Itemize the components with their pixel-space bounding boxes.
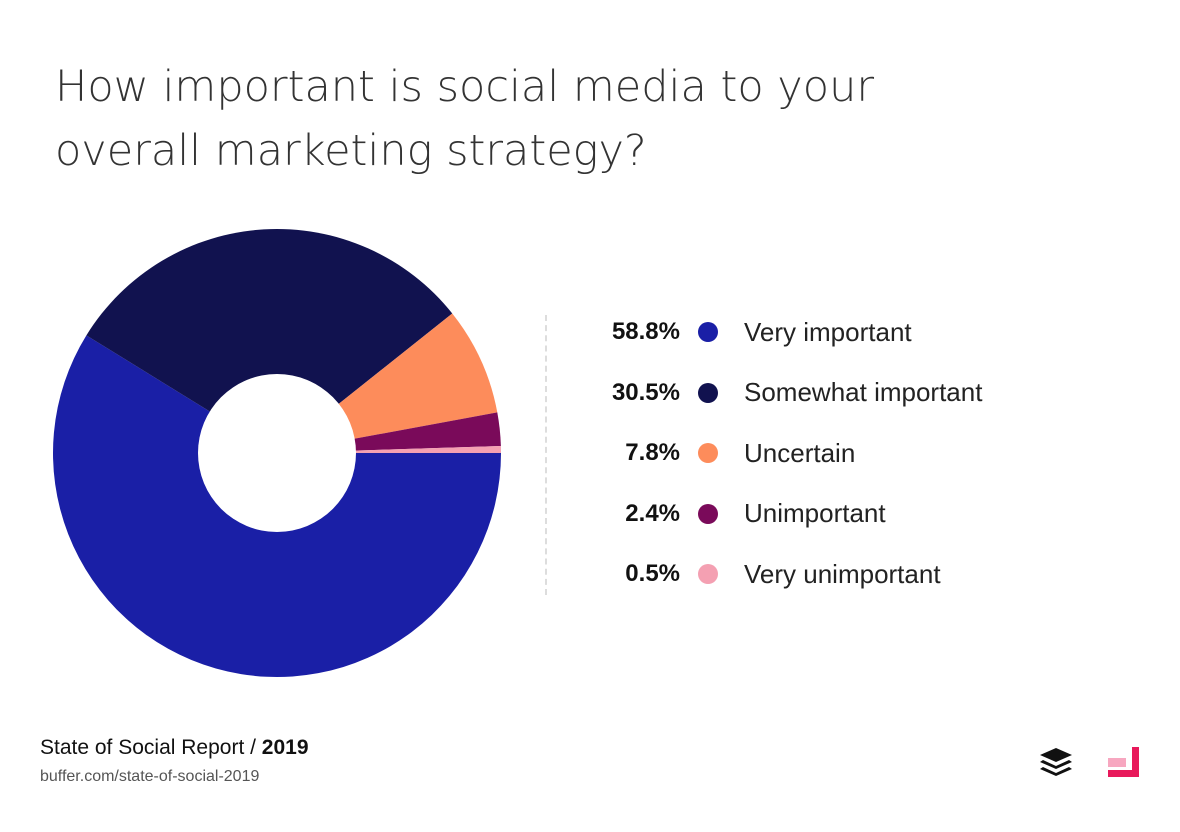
legend-label: Very important: [744, 316, 912, 347]
legend-swatch: [698, 503, 718, 524]
pie-slice-somewhat-important: [86, 228, 453, 453]
legend-label: Unimportant: [744, 498, 886, 529]
donut-chart: [53, 228, 502, 677]
legend-item: 58.8% Very important: [560, 302, 982, 363]
legend-swatch: [698, 564, 718, 585]
legend-percent: 0.5%: [625, 560, 680, 588]
donut-hole: [198, 374, 356, 532]
legend: 58.8% Very important 30.5% Somewhat impo…: [560, 302, 983, 605]
partner-logo-icon: [1108, 747, 1139, 777]
legend-swatch: [698, 382, 718, 403]
chart-title: How important is social media to your ov…: [55, 62, 874, 176]
report-year: 2019: [261, 736, 309, 759]
legend-label: Very unimportant: [744, 558, 941, 589]
legend-percent: 58.8%: [611, 318, 680, 346]
legend-swatch: [698, 322, 718, 343]
report-name: State of Social Report /: [40, 736, 262, 759]
legend-item: 2.4% Unimportant: [560, 484, 982, 545]
report-url: buffer.com/state-of-social-2019: [40, 768, 260, 785]
legend-swatch: [698, 443, 718, 464]
legend-percent: 7.8%: [625, 439, 680, 467]
legend-label: Uncertain: [744, 437, 856, 468]
report-title: State of Social Report / 2019: [40, 736, 309, 760]
buffer-logo-icon: [1040, 748, 1072, 776]
legend-percent: 2.4%: [625, 499, 680, 527]
legend-item: 30.5% Somewhat important: [560, 363, 983, 424]
legend-item: 7.8% Uncertain: [560, 423, 982, 484]
legend-label: Somewhat important: [744, 377, 983, 408]
legend-item: 0.5% Very unimportant: [560, 544, 982, 605]
legend-divider: [545, 315, 547, 595]
legend-percent: 30.5%: [611, 378, 680, 406]
